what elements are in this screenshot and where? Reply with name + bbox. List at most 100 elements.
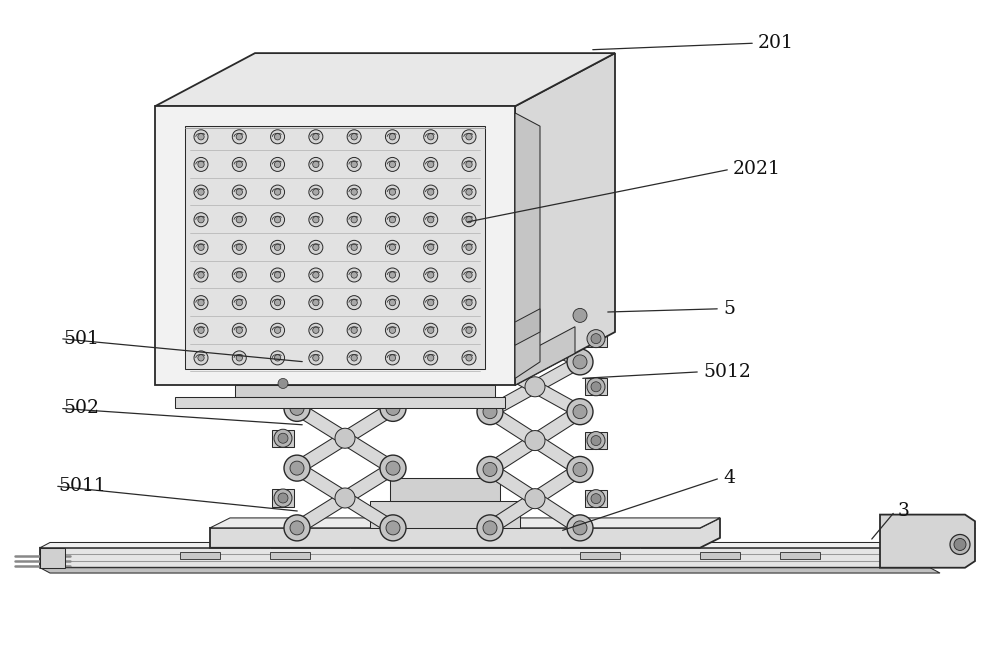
Circle shape [236, 299, 242, 305]
Circle shape [274, 355, 281, 361]
Circle shape [335, 325, 355, 345]
Circle shape [389, 327, 396, 333]
Polygon shape [515, 327, 575, 385]
Circle shape [236, 189, 242, 195]
Circle shape [466, 244, 472, 250]
Polygon shape [290, 465, 400, 531]
Circle shape [424, 351, 438, 365]
Circle shape [428, 244, 434, 250]
Polygon shape [780, 552, 820, 559]
Circle shape [347, 212, 361, 226]
Circle shape [483, 462, 497, 477]
Circle shape [194, 212, 208, 226]
Circle shape [567, 398, 593, 425]
Circle shape [198, 244, 204, 250]
Polygon shape [483, 359, 587, 415]
Polygon shape [155, 53, 615, 106]
Circle shape [573, 308, 587, 323]
Circle shape [236, 133, 242, 140]
Circle shape [477, 515, 503, 541]
Circle shape [290, 461, 304, 475]
Circle shape [466, 299, 472, 305]
Circle shape [389, 216, 396, 223]
Circle shape [466, 272, 472, 278]
Circle shape [462, 351, 476, 365]
Circle shape [335, 373, 355, 394]
Polygon shape [40, 548, 65, 568]
Circle shape [284, 299, 310, 325]
Circle shape [428, 189, 434, 195]
Polygon shape [515, 309, 540, 345]
Circle shape [313, 189, 319, 195]
Circle shape [313, 327, 319, 333]
Circle shape [351, 161, 357, 167]
Circle shape [232, 212, 246, 226]
Polygon shape [272, 430, 294, 447]
Circle shape [591, 333, 601, 344]
Circle shape [335, 488, 355, 508]
Polygon shape [290, 465, 400, 531]
Circle shape [483, 308, 497, 323]
Circle shape [525, 489, 545, 509]
Circle shape [335, 428, 355, 448]
Circle shape [284, 455, 310, 481]
Circle shape [591, 493, 601, 504]
Circle shape [347, 157, 361, 171]
Circle shape [290, 351, 304, 366]
Circle shape [483, 355, 497, 369]
Polygon shape [185, 126, 485, 369]
Polygon shape [484, 312, 586, 365]
Circle shape [271, 185, 285, 199]
Circle shape [313, 272, 319, 278]
Circle shape [194, 129, 208, 144]
Text: 5011: 5011 [58, 477, 106, 495]
Circle shape [591, 382, 601, 392]
Circle shape [347, 240, 361, 254]
Circle shape [274, 161, 281, 167]
Circle shape [462, 240, 476, 254]
Circle shape [462, 212, 476, 226]
Circle shape [274, 133, 281, 140]
Polygon shape [585, 378, 607, 396]
Circle shape [462, 157, 476, 171]
Circle shape [462, 129, 476, 144]
Circle shape [466, 216, 472, 223]
Polygon shape [483, 466, 587, 531]
Circle shape [236, 272, 242, 278]
Circle shape [389, 133, 396, 140]
Circle shape [525, 376, 545, 397]
Circle shape [567, 456, 593, 483]
Polygon shape [290, 405, 400, 471]
Circle shape [950, 535, 970, 554]
Polygon shape [484, 312, 586, 365]
Circle shape [351, 133, 357, 140]
Polygon shape [291, 309, 399, 362]
Circle shape [466, 355, 472, 361]
Circle shape [525, 430, 545, 451]
Circle shape [274, 272, 281, 278]
Circle shape [424, 295, 438, 309]
Text: 501: 501 [63, 329, 99, 348]
Text: 3: 3 [898, 502, 910, 521]
Circle shape [386, 401, 400, 416]
Circle shape [198, 133, 204, 140]
Circle shape [278, 493, 288, 503]
Circle shape [278, 330, 288, 341]
Circle shape [198, 355, 204, 361]
Polygon shape [291, 355, 399, 412]
Polygon shape [390, 478, 500, 501]
Polygon shape [210, 518, 720, 528]
Circle shape [567, 349, 593, 375]
Text: 4: 4 [723, 469, 735, 487]
Circle shape [194, 157, 208, 171]
Polygon shape [290, 405, 400, 471]
Text: 201: 201 [758, 34, 794, 52]
Circle shape [274, 374, 292, 392]
Circle shape [462, 268, 476, 282]
Circle shape [567, 515, 593, 541]
Polygon shape [40, 541, 950, 568]
Polygon shape [700, 552, 740, 559]
Circle shape [194, 351, 208, 365]
Circle shape [194, 268, 208, 282]
Circle shape [274, 326, 292, 345]
